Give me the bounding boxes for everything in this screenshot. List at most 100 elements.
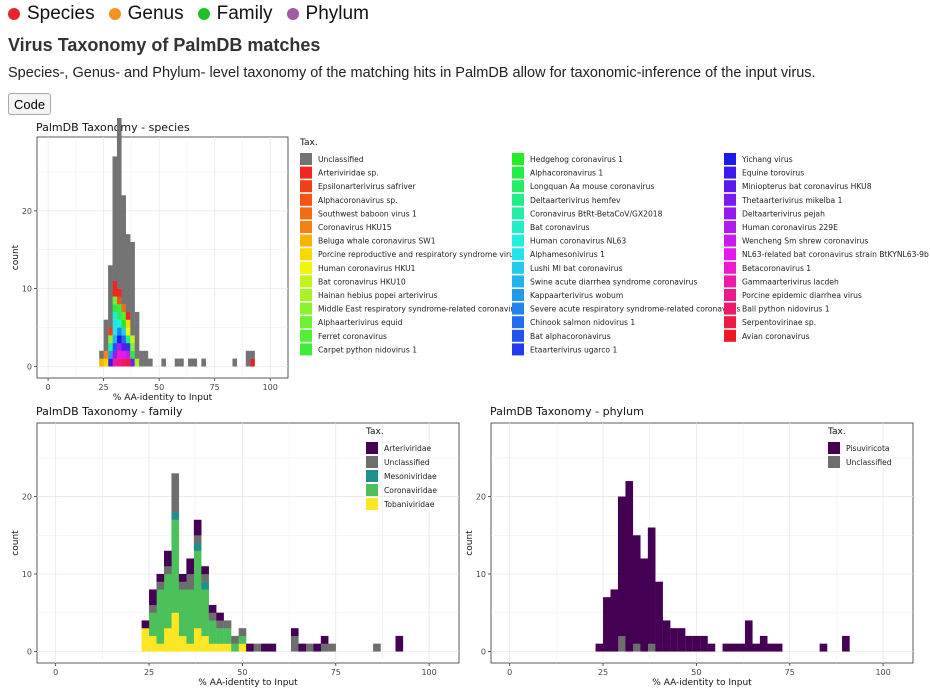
- legend-swatch-nl63-related-bat-coronavirus-strain-btkynl63-9b: [724, 248, 736, 261]
- bar-unclassified: [178, 581, 187, 590]
- bar-coronaviridae: [149, 612, 157, 637]
- bar-tobaniviridae: [201, 635, 209, 652]
- legend-swatch-porcine-epidemic-diarrhea-virus: [724, 289, 736, 301]
- legend-swatch-human-coronavirus-hku1: [300, 261, 312, 274]
- bar-unclassified: [108, 265, 113, 328]
- code-button[interactable]: Code: [8, 93, 52, 115]
- x-tick-label: 0: [46, 383, 51, 392]
- bar-unclassified: [201, 358, 206, 367]
- bar-unclassified: [156, 581, 165, 590]
- bar-unclassified: [134, 311, 140, 359]
- bar-arteriviridae: [395, 635, 404, 652]
- legend-label-deltaarterivirus-pejah: Deltaarterivirus pejah: [742, 209, 825, 218]
- bar-porcine-epidemic-diarrhea-virus: [116, 358, 122, 367]
- legend-swatch-deltaarterivirus-pejah: [724, 207, 736, 220]
- bar-thetaarterivirus-mikelba-1: [130, 358, 135, 367]
- bar-pisuviricota: [617, 496, 626, 637]
- bar-pisuviricota: [632, 535, 641, 644]
- bar-pisuviricota: [842, 635, 850, 652]
- legend-swatch-unclassified: [366, 456, 378, 468]
- legend-swatch-betacoronavirus-1: [724, 261, 736, 274]
- bar-pisuviricota: [767, 643, 775, 652]
- bar-equine-torovirus: [108, 358, 113, 367]
- legend-swatch-bat-coronavirus: [512, 221, 524, 233]
- bar-coronaviridae: [201, 589, 209, 637]
- legend-label-bat-coronavirus: Bat coronavirus: [530, 223, 590, 232]
- bar-unclassified: [186, 573, 194, 590]
- x-tick-label: 25: [598, 668, 608, 677]
- x-tick-label: 25: [99, 383, 109, 392]
- legend-swatch-alphaarterivirus-equid: [300, 316, 312, 329]
- bar-hainan-hebius-popei-arterivirus: [134, 358, 140, 367]
- bar-arteriviridae-sp: [116, 288, 122, 297]
- y-axis-label: count: [465, 530, 475, 556]
- legend-swatch-lushi-ml-bat-coronavirus: [512, 261, 524, 274]
- series-legend: Tax.Unclassified Arteriviridae sp. Epsilon…: [299, 138, 929, 356]
- bar-tobaniviridae: [223, 643, 232, 652]
- legend-label-kappaarterivirus-wobum: Kappaarterivirus wobum: [530, 291, 623, 300]
- legend-label-chinook-salmon-nidovirus-1: Chinook salmon nidovirus 1: [530, 318, 635, 327]
- legend-swatch-tobaniviridae: [366, 498, 378, 510]
- legend-swatch-longquan-aa-mouse-coronavirus: [512, 180, 524, 193]
- bar-unclassified: [99, 350, 104, 359]
- bar-chinook-salmon-nidovirus-1: [121, 335, 126, 344]
- bar-coronaviridae: [163, 573, 172, 629]
- legend-swatch-hedgehog-coronavirus-1: [512, 153, 524, 165]
- legend-title: Tax.: [299, 138, 318, 148]
- legend-label-nl63-related-bat-coronavirus-strain-btkynl63-9b: NL63-related bat coronavirus strain BtKY…: [742, 250, 929, 259]
- histogram-bars: [141, 473, 404, 652]
- bar-bat-coronavirus-hku10: [130, 335, 135, 344]
- phylum-dot-icon: [286, 8, 299, 20]
- bar-kappaarterivirus-wobum: [108, 350, 113, 359]
- x-tick-label: 25: [144, 668, 154, 677]
- bar-coronaviridae: [216, 628, 224, 644]
- bar-hedgehog-coronavirus-1: [121, 319, 126, 328]
- bar-pisuviricota: [819, 643, 828, 652]
- legend-label-wencheng-sm-shrew-coronavirus: Wencheng Sm shrew coronavirus: [742, 237, 868, 246]
- legend-label-alphamesonivirus-1: Alphamesonivirus 1: [530, 250, 605, 259]
- legend-title: Tax.: [365, 427, 384, 437]
- legend-label-alphaarterivirus-equid: Alphaarterivirus equid: [318, 318, 403, 327]
- bar-tobaniviridae: [156, 643, 165, 652]
- legend-swatch-middle-east-respiratory-syndrome-related-coronavirus: [300, 302, 312, 315]
- bar-alphaarterivirus-equid: [112, 296, 118, 305]
- bar-unclassified: [125, 234, 131, 313]
- histogram-bars: [99, 118, 255, 367]
- bar-betacoronavirus-1: [116, 350, 122, 359]
- bar-unclassified: [253, 643, 262, 652]
- gridlines: [37, 137, 288, 378]
- legend-item-species: Species: [8, 3, 95, 25]
- section-heading: Virus Taxonomy of PalmDB matches: [8, 35, 321, 55]
- bar-nl63-related-bat-coronavirus-strain-btkynl63-9b: [121, 350, 126, 359]
- bar-pisuviricota: [730, 643, 738, 652]
- bar-arteriviridae: [320, 635, 329, 644]
- bar-unclassified: [179, 358, 184, 367]
- bar-mesoniviridae: [171, 512, 180, 520]
- bar-coronaviridae: [223, 628, 232, 644]
- bar-unclassified: [112, 156, 118, 281]
- legend-swatch-alphacoronavirus-1: [512, 166, 524, 179]
- legend-swatch-human-coronavirus-nl63: [512, 234, 524, 247]
- legend-item-family: Family: [197, 3, 273, 25]
- x-axis-label: % AA-identity to Input: [198, 678, 298, 688]
- legend-label-unclassified: Unclassified: [318, 155, 364, 164]
- bar-unclassified: [188, 358, 193, 367]
- bar-pisuviricota: [625, 481, 634, 652]
- bar-arteriviridae: [141, 620, 150, 629]
- bar-arteriviridae: [186, 558, 194, 575]
- bar-tobaniviridae: [141, 628, 150, 652]
- legend-label-beluga-whale-coronavirus-sw1: Beluga whale coronavirus SW1: [318, 237, 436, 246]
- legend-swatch-kappaarterivirus-wobum: [512, 289, 524, 301]
- bar-epsilonarterivirus-safriver: [108, 327, 113, 336]
- bar-pisuviricota: [603, 597, 611, 652]
- bar-unclassified: [148, 358, 153, 367]
- legend-label-yichang-virus: Yichang virus: [741, 155, 793, 164]
- bar-arteriviridae: [268, 643, 277, 652]
- x-axis-label: % AA-identity to Input: [113, 393, 213, 403]
- legend-label-porcine-epidemic-diarrhea-virus: Porcine epidemic diarrhea virus: [742, 291, 862, 300]
- legend-swatch-pisuviricota: [828, 442, 840, 454]
- series-legend: Tax.Pisuviricota Unclassified: [827, 427, 892, 468]
- bar-lushi-ml-bat-coronavirus: [121, 327, 126, 336]
- legend-item-genus: Genus: [108, 3, 184, 25]
- bar-pisuviricota: [670, 628, 678, 652]
